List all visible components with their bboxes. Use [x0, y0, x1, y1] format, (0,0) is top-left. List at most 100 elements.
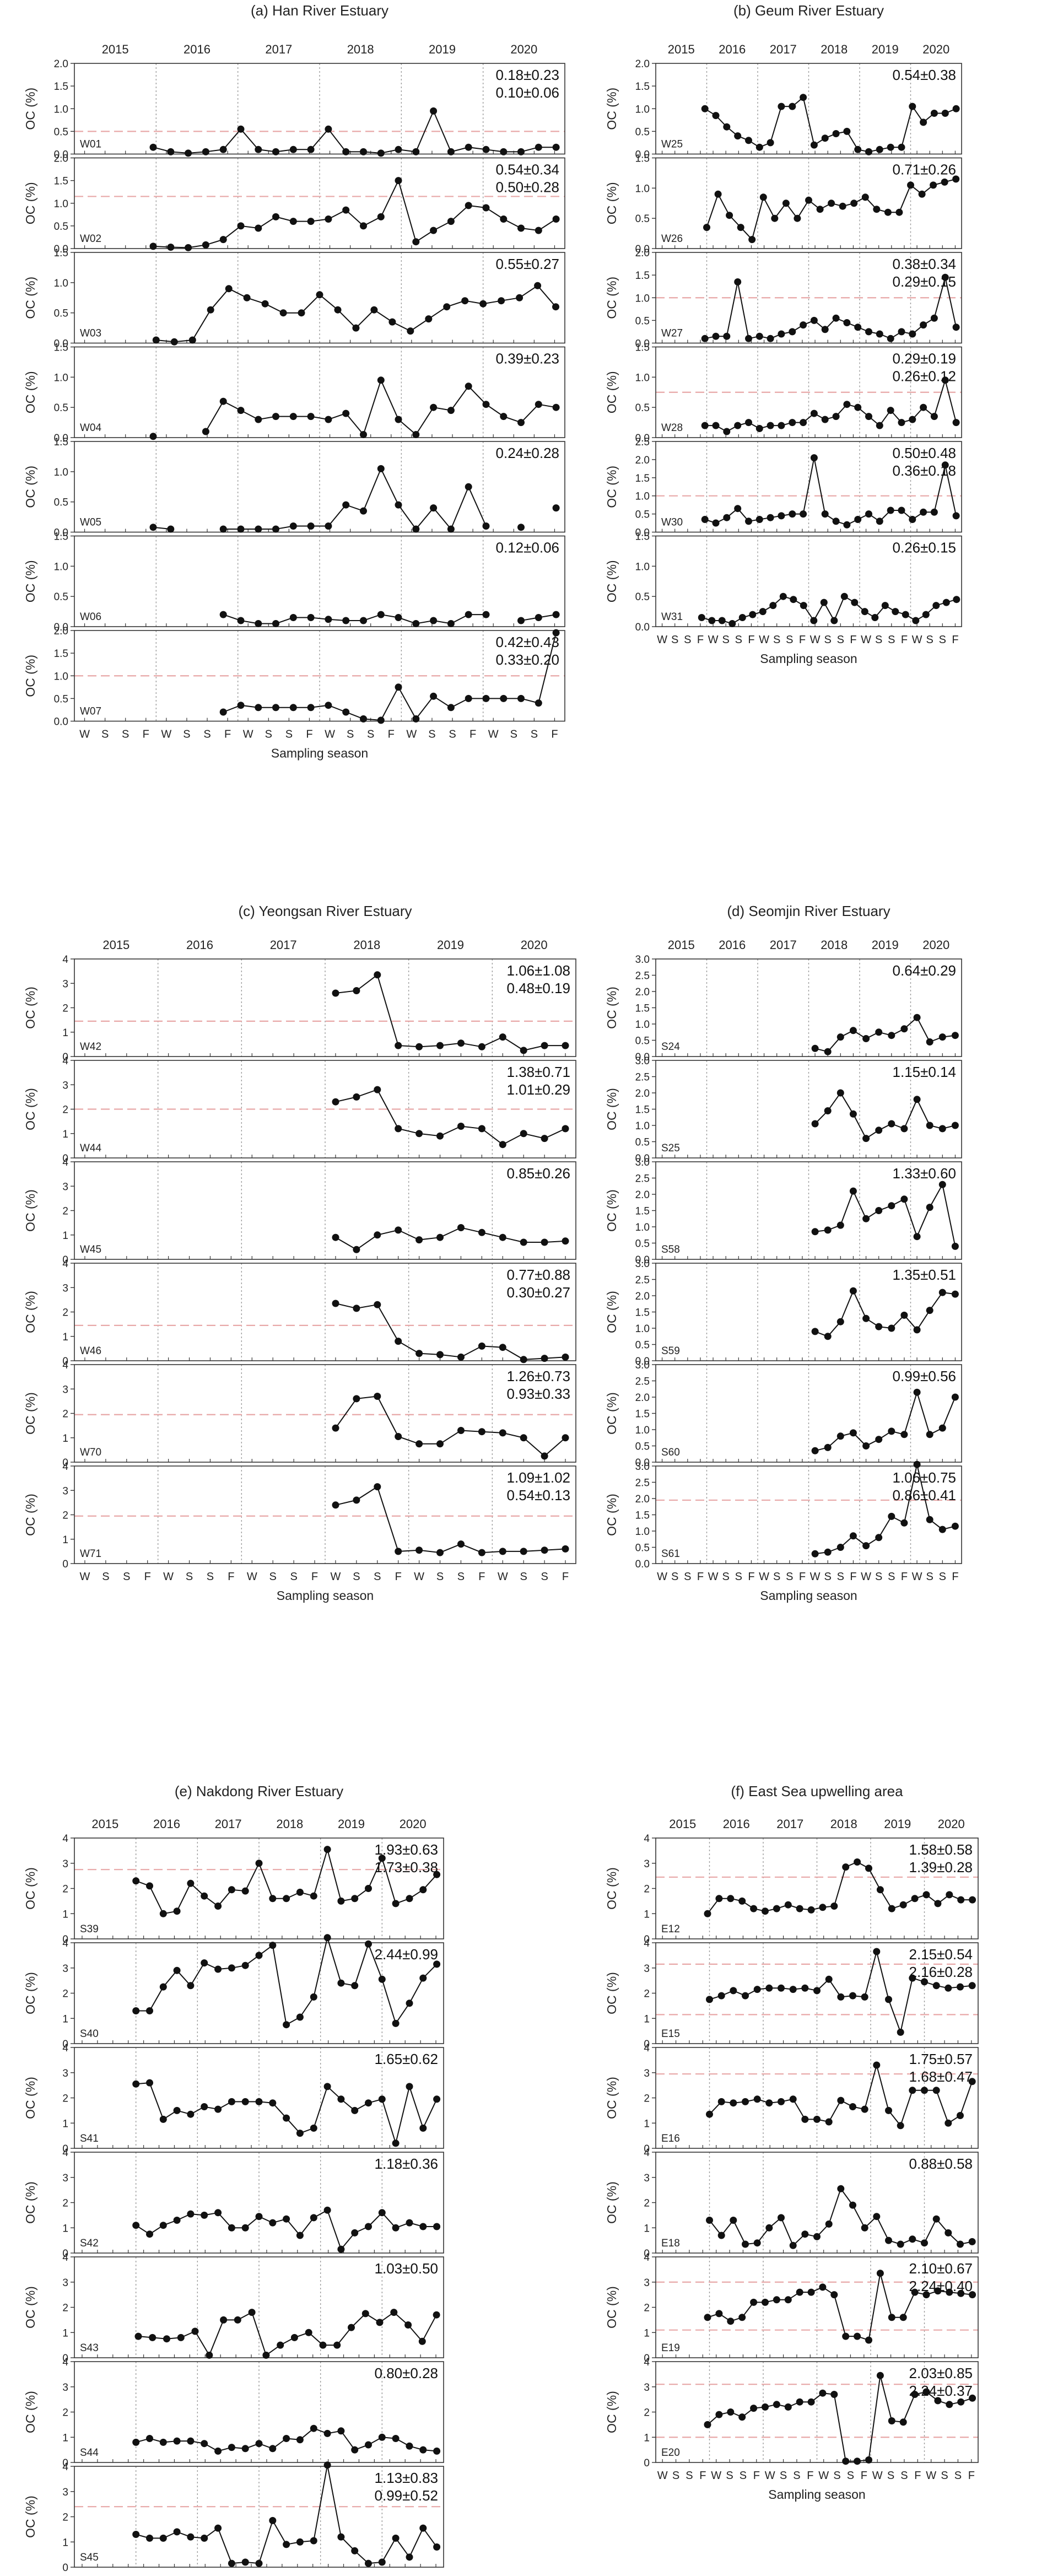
data-point: [319, 2341, 327, 2349]
data-point: [842, 2332, 850, 2340]
data-point: [922, 2388, 930, 2396]
data-point: [821, 416, 829, 423]
data-point: [167, 525, 175, 533]
y-axis-label: OC (%): [605, 1291, 619, 1333]
data-point: [201, 2103, 208, 2110]
data-point: [712, 519, 720, 527]
panel-W01: 0.0 0.5 1.0 1.5 2.0 OC (%) W01 0.18±0.230.10±0.…: [23, 58, 565, 161]
y-tick-label: 2: [62, 1206, 68, 1217]
data-point: [888, 2314, 895, 2321]
data-point: [824, 1226, 832, 1234]
data-point: [704, 2314, 711, 2321]
season-label: F: [306, 729, 312, 741]
y-tick-label: 1: [644, 2118, 650, 2130]
data-point: [228, 1886, 235, 1894]
data-point: [478, 1043, 485, 1050]
season-label: F: [395, 1571, 402, 1583]
data-point: [765, 2224, 773, 2232]
data-point: [727, 2318, 735, 2325]
y-tick-label: 4: [644, 1938, 650, 1949]
site-label: S39: [80, 1923, 99, 1935]
panel-S41: 0 1 2 3 4 OC (%) S41 1.65±0.62: [23, 2043, 444, 2155]
data-point: [520, 1356, 527, 1364]
data-point: [892, 608, 899, 616]
data-point: [430, 692, 438, 700]
data-point: [784, 2296, 792, 2304]
data-point: [374, 1086, 381, 1093]
data-point: [843, 319, 851, 326]
data-point: [353, 1093, 360, 1101]
data-point: [789, 2241, 797, 2249]
data-point: [310, 2424, 317, 2432]
year-label: 2016: [186, 938, 213, 952]
data-point: [778, 422, 785, 429]
data-point: [406, 2553, 413, 2561]
site-label: S25: [661, 1143, 680, 1154]
data-point: [228, 2444, 235, 2451]
season-label: F: [311, 1571, 318, 1583]
data-point: [885, 2237, 892, 2244]
data-point: [443, 303, 451, 311]
panel-frame: [655, 346, 962, 438]
mean-sd-label: 0.42±0.43: [496, 634, 559, 650]
data-point: [323, 2429, 331, 2437]
data-point: [517, 419, 525, 427]
data-point: [392, 2019, 400, 2027]
data-point: [499, 1141, 506, 1149]
data-point: [415, 1350, 423, 1357]
mean-sd-label: 1.06±1.08: [507, 962, 570, 979]
season-label: S: [457, 1571, 465, 1583]
data-point: [310, 2537, 317, 2545]
data-point: [920, 508, 927, 516]
data-point: [436, 1042, 444, 1049]
season-label: S: [265, 729, 272, 741]
season-label: S: [217, 2574, 224, 2576]
y-tick-label: 0.5: [635, 315, 650, 327]
series-line: [814, 1183, 956, 1247]
data-point: [395, 1433, 402, 1440]
season-label: S: [278, 2574, 285, 2576]
data-point: [762, 2403, 769, 2411]
data-point: [395, 416, 402, 423]
data-point: [745, 335, 752, 342]
year-label: 2017: [270, 938, 297, 952]
data-point: [325, 215, 332, 223]
data-point: [201, 1959, 208, 1967]
mean-sd-label: 2.15±0.54: [909, 1946, 973, 1963]
y-tick-label: 1.0: [635, 104, 650, 115]
panel-frame: [74, 1364, 576, 1463]
season-label: W: [810, 1571, 821, 1583]
season-label: S: [847, 2470, 854, 2482]
data-point: [433, 1871, 441, 1878]
y-tick-label: 1.5: [635, 153, 650, 165]
y-tick-label: 1.0: [54, 104, 68, 115]
data-point: [478, 1549, 485, 1556]
data-point: [813, 2233, 821, 2240]
data-point: [132, 2080, 140, 2088]
y-tick-label: 2: [644, 2198, 650, 2209]
y-axis-label: OC (%): [605, 466, 619, 508]
y-tick-label: 1.5: [635, 1104, 650, 1116]
series-line: [223, 614, 486, 624]
data-point: [811, 1228, 819, 1236]
season-label: S: [541, 1571, 548, 1583]
season-label: W: [325, 729, 335, 741]
data-point: [753, 2239, 761, 2247]
data-point: [945, 2229, 952, 2237]
data-point: [325, 616, 332, 623]
y-tick-label: 4: [62, 2252, 68, 2264]
x-axis-label: Sampling season: [277, 1588, 374, 1603]
mean-sd-label: 1.26±0.73: [507, 1368, 570, 1384]
data-point: [365, 1940, 372, 1948]
y-tick-label: 0.5: [635, 1340, 650, 1351]
data-point: [167, 148, 175, 155]
data-point: [887, 407, 894, 414]
season-label: F: [901, 634, 908, 646]
data-point: [849, 1287, 857, 1295]
mean-sd-label: 0.99±0.56: [893, 1368, 956, 1384]
season-label: F: [551, 729, 558, 741]
data-point: [865, 328, 872, 336]
data-point: [395, 145, 402, 153]
y-tick-label: 4: [62, 1258, 68, 1270]
y-tick-label: 1.5: [54, 247, 68, 259]
